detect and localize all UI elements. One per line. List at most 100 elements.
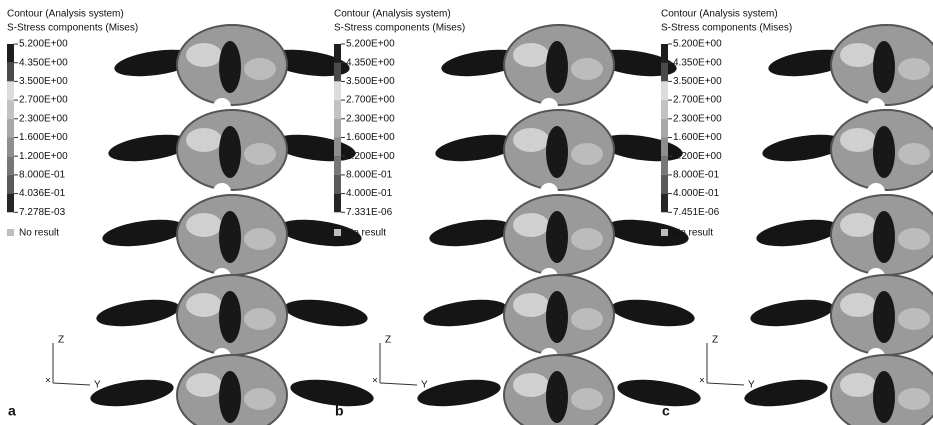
no-result-label: No result [673,228,713,239]
color-band [7,175,14,194]
legend-label: 2.300E+00 [673,113,722,124]
facet [513,128,549,152]
facet [186,128,222,152]
legend-label: 4.350E+00 [19,57,68,68]
facet [186,43,222,67]
legend-label: 7.331E-06 [346,207,393,218]
legend-label: 5.200E+00 [673,39,722,50]
transverse-process [289,375,376,410]
color-band [7,138,14,157]
spinous-process [546,371,568,423]
spinous-process [219,211,241,263]
axis-z-label: Z [385,335,391,346]
facet [898,143,930,165]
panel: Contour (Analysis system) S-Stress compon… [7,9,375,425]
legend-title: Contour (Analysis system) [7,9,124,20]
transverse-process [95,295,182,330]
y-axis [380,383,417,385]
spinous-process [873,371,895,423]
color-band [661,156,668,175]
transverse-process [101,215,188,250]
facet [244,308,276,330]
no-result-label: No result [19,228,59,239]
facet [840,128,876,152]
spinous-process [873,41,895,93]
y-axis [707,383,744,385]
axis-z-label: Z [58,335,64,346]
axis-x-marker: × [699,376,705,387]
transverse-process [422,295,509,330]
no-result-swatch [7,229,14,236]
legend-label: 1.200E+00 [346,151,395,162]
spinous-process [873,291,895,343]
color-band [7,156,14,175]
axis-x-marker: × [372,376,378,387]
transverse-process [749,295,836,330]
legend-label: 8.000E-01 [346,170,393,181]
spinous-process [546,211,568,263]
facet [244,228,276,250]
legend-label: 3.500E+00 [19,76,68,87]
color-band [7,194,14,213]
transverse-process [743,375,830,410]
transverse-process [428,215,515,250]
facet [840,373,876,397]
legend-label: 7.451E-06 [673,207,720,218]
legend-subtitle: S-Stress components (Mises) [334,23,465,34]
legend-label: 4.350E+00 [346,57,395,68]
facet [571,308,603,330]
color-band [334,119,341,138]
facet [898,228,930,250]
legend-label: 4.350E+00 [673,57,722,68]
legend-label: 8.000E-01 [673,170,720,181]
color-band [334,100,341,119]
color-band [661,63,668,82]
legend-subtitle: S-Stress components (Mises) [661,23,792,34]
spinous-process [219,371,241,423]
legend-label: 2.700E+00 [673,95,722,106]
color-band [334,138,341,157]
facet [513,43,549,67]
panel: Contour (Analysis system)S-Stress compon… [661,9,933,425]
color-band [7,44,14,63]
facet [186,373,222,397]
color-band [334,175,341,194]
spine-model [743,25,933,425]
transverse-process [755,215,842,250]
color-band [334,63,341,82]
spinous-process [873,211,895,263]
panel-letter: c [662,403,670,419]
no-result-label: No result [346,228,386,239]
color-band [661,81,668,100]
spinous-process [219,291,241,343]
color-band [661,138,668,157]
legend-title: Contour (Analysis system) [334,9,451,20]
facet [571,58,603,80]
facet [840,43,876,67]
facet [244,143,276,165]
facet [513,373,549,397]
legend-label: 4.000E-01 [346,188,393,199]
legend-label: 5.200E+00 [346,39,395,50]
legend-label: 1.600E+00 [346,132,395,143]
legend-label: 1.600E+00 [19,132,68,143]
facet [898,388,930,410]
color-band [334,81,341,100]
facet [571,228,603,250]
panel-letter: b [335,403,344,419]
transverse-process [283,295,370,330]
facet [513,213,549,237]
legend-subtitle: S-Stress components (Mises) [7,23,138,34]
color-band [334,44,341,63]
legend-label: 5.200E+00 [19,39,68,50]
axis-x-marker: × [45,376,51,387]
color-band [7,119,14,138]
color-band [334,194,341,213]
spinous-process [546,41,568,93]
legend-label: 4.036E-01 [19,188,66,199]
axis-y-label: Y [748,380,755,391]
y-axis [53,383,90,385]
transverse-process [89,375,176,410]
legend-label: 2.300E+00 [346,113,395,124]
axis-y-label: Y [94,380,101,391]
